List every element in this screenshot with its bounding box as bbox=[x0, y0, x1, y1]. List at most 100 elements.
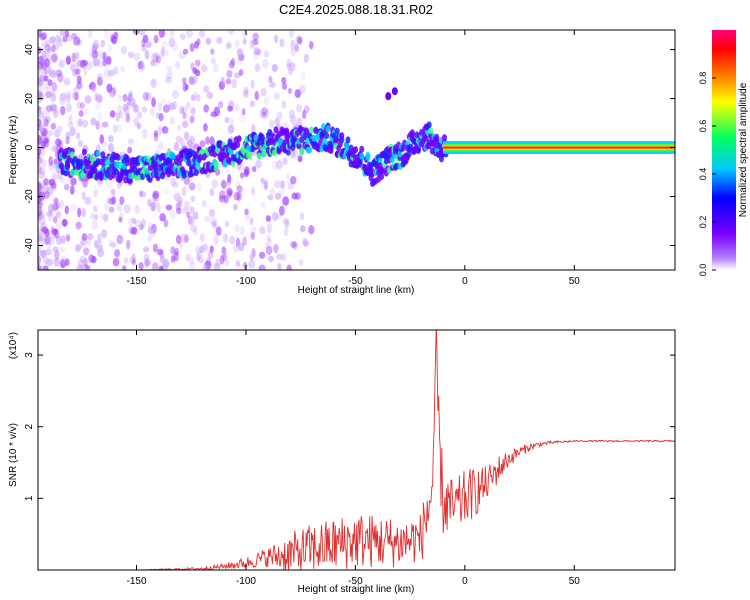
spectrogram-ridge-blob bbox=[69, 151, 75, 159]
spectrogram-noise-blob bbox=[227, 105, 233, 112]
spectrogram-noise-blob bbox=[281, 252, 287, 262]
spectrogram-noise-blob bbox=[181, 106, 188, 114]
spectrogram-noise-blob bbox=[100, 229, 108, 238]
spectrogram-noise-blob bbox=[85, 264, 91, 270]
spectrogram-noise-blob bbox=[114, 248, 121, 258]
spectrogram-noise-blob bbox=[107, 239, 113, 248]
spectrogram-noise-blob bbox=[71, 32, 78, 40]
spectrogram-noise-blob bbox=[232, 203, 238, 211]
spectrogram-noise-blob bbox=[52, 246, 59, 253]
spectrogram-ridge-blob bbox=[302, 133, 308, 141]
spectrogram-noise-blob bbox=[216, 36, 223, 44]
spectrogram-noise-blob bbox=[147, 38, 153, 49]
spectrogram-noise-blob bbox=[192, 75, 198, 84]
spectrogram-noise-blob bbox=[176, 207, 182, 215]
figure-title: C2E4.2025.088.18.31.R02 bbox=[279, 2, 433, 17]
spectrogram-noise-blob bbox=[52, 228, 58, 235]
spectrogram-noise-blob bbox=[139, 190, 144, 198]
spectrogram-noise-blob bbox=[38, 140, 42, 150]
spectrogram-noise-blob bbox=[288, 109, 295, 119]
spectrogram-noise-blob bbox=[98, 94, 103, 103]
spectrogram-noise-blob bbox=[282, 121, 289, 129]
spectrogram-noise-blob bbox=[282, 218, 290, 225]
spectrogram-noise-blob bbox=[138, 60, 145, 69]
spectrogram-noise-blob bbox=[251, 186, 256, 196]
spectrogram-noise-blob bbox=[48, 178, 56, 186]
spectrogram-noise-blob bbox=[77, 207, 82, 218]
spectrogram-noise-blob bbox=[38, 85, 44, 93]
spectrogram-noise-blob bbox=[38, 265, 42, 270]
spectrogram-noise-blob bbox=[118, 110, 123, 119]
spectrogram-noise-blob bbox=[78, 118, 83, 127]
spectrogram-noise-blob bbox=[51, 174, 58, 182]
spectrogram-ridge-blob bbox=[124, 155, 130, 163]
spectrogram-noise-blob bbox=[229, 235, 236, 245]
spectrogram-noise-blob bbox=[38, 123, 42, 131]
spectrogram-noise-blob bbox=[106, 197, 114, 205]
spectrogram-noise-blob bbox=[243, 261, 248, 270]
spectrogram-noise-blob bbox=[189, 261, 196, 270]
spectrogram-noise-blob bbox=[79, 102, 85, 110]
spectrogram-noise-blob bbox=[83, 247, 90, 256]
spectrogram-noise-blob bbox=[38, 215, 46, 226]
spectrogram-noise-blob bbox=[107, 69, 115, 77]
spectrogram-noise-blob bbox=[145, 92, 152, 102]
spectrogram-noise-blob bbox=[41, 226, 49, 234]
spectrogram-noise-blob bbox=[271, 64, 278, 73]
spectrogram-noise-blob bbox=[139, 223, 144, 231]
spectrogram-noise-blob bbox=[186, 30, 194, 39]
spectrogram-noise-blob bbox=[165, 76, 173, 84]
spectrogram-noise-blob bbox=[263, 180, 269, 190]
spectrogram-noise-blob bbox=[73, 36, 81, 46]
spectrogram-noise-blob bbox=[153, 52, 160, 62]
spectrogram-noise-blob bbox=[255, 159, 263, 169]
spectrogram-ridge-blob bbox=[423, 135, 429, 143]
spectrogram-noise-blob bbox=[155, 55, 162, 64]
spectrogram-noise-blob bbox=[62, 78, 69, 85]
spectrogram-ridge-blob bbox=[325, 125, 331, 133]
spectrogram-noise-blob bbox=[156, 202, 161, 213]
spectrogram-noise-blob bbox=[96, 73, 103, 82]
spectrogram-noise-blob bbox=[48, 210, 54, 218]
spectrogram-noise-blob bbox=[138, 30, 146, 36]
snr-series-line bbox=[38, 330, 675, 570]
spectrogram-ridge-blob bbox=[170, 152, 176, 160]
spectrogram-noise-blob bbox=[92, 39, 100, 50]
spectrogram-noise-blob bbox=[92, 205, 98, 213]
spectrogram-noise-blob bbox=[281, 77, 287, 84]
spectrogram-noise-blob bbox=[249, 39, 255, 49]
spectrogram-noise-blob bbox=[38, 232, 42, 243]
spectrogram-noise-blob bbox=[50, 122, 57, 130]
spectrogram-noise-blob bbox=[128, 90, 133, 98]
spectrogram-noise-blob bbox=[169, 209, 176, 220]
spectrogram-noise-blob bbox=[244, 166, 250, 176]
spectrogram-noise-blob bbox=[45, 104, 53, 112]
spectrogram-noise-blob bbox=[55, 138, 62, 147]
spectrogram-x-ticks: -150 -100 -50 0 50 bbox=[126, 30, 580, 287]
spectrogram-noise-blob bbox=[96, 76, 103, 86]
spectrogram-noise-blob bbox=[299, 212, 305, 221]
spectrogram-noise-blob bbox=[126, 96, 132, 106]
spectrogram-noise-blob bbox=[234, 224, 240, 233]
spectrogram-noise-blob bbox=[48, 236, 55, 246]
spectrogram-noise-blob bbox=[93, 240, 99, 249]
spectrogram-noise-blob bbox=[210, 48, 215, 55]
spectrogram-noise-blob bbox=[218, 195, 226, 203]
spectrogram-ridge-blob bbox=[95, 149, 101, 157]
spectrogram-noise-blob bbox=[196, 38, 201, 46]
spectrogram-noise-blob bbox=[58, 39, 63, 47]
spectrogram-noise-blob bbox=[130, 97, 136, 107]
spectrogram-noise-blob bbox=[53, 42, 60, 51]
spectrogram-noise-blob bbox=[196, 182, 203, 192]
spectrogram-noise-blob bbox=[275, 160, 283, 170]
spectrogram-noise-blob bbox=[134, 219, 142, 228]
spectrogram-noise-blob bbox=[98, 50, 105, 60]
spectrogram-noise-blob bbox=[257, 48, 262, 56]
spectrogram-noise-blob bbox=[143, 253, 150, 261]
spectrogram-ridge-blob bbox=[186, 159, 192, 167]
spectrogram-noise-blob bbox=[141, 44, 147, 52]
spectrogram-noise-blob bbox=[165, 204, 173, 211]
spectrogram-noise-blob bbox=[83, 257, 88, 268]
spectrogram-noise-blob bbox=[38, 46, 42, 54]
spectrogram-noise-blob bbox=[237, 242, 245, 252]
